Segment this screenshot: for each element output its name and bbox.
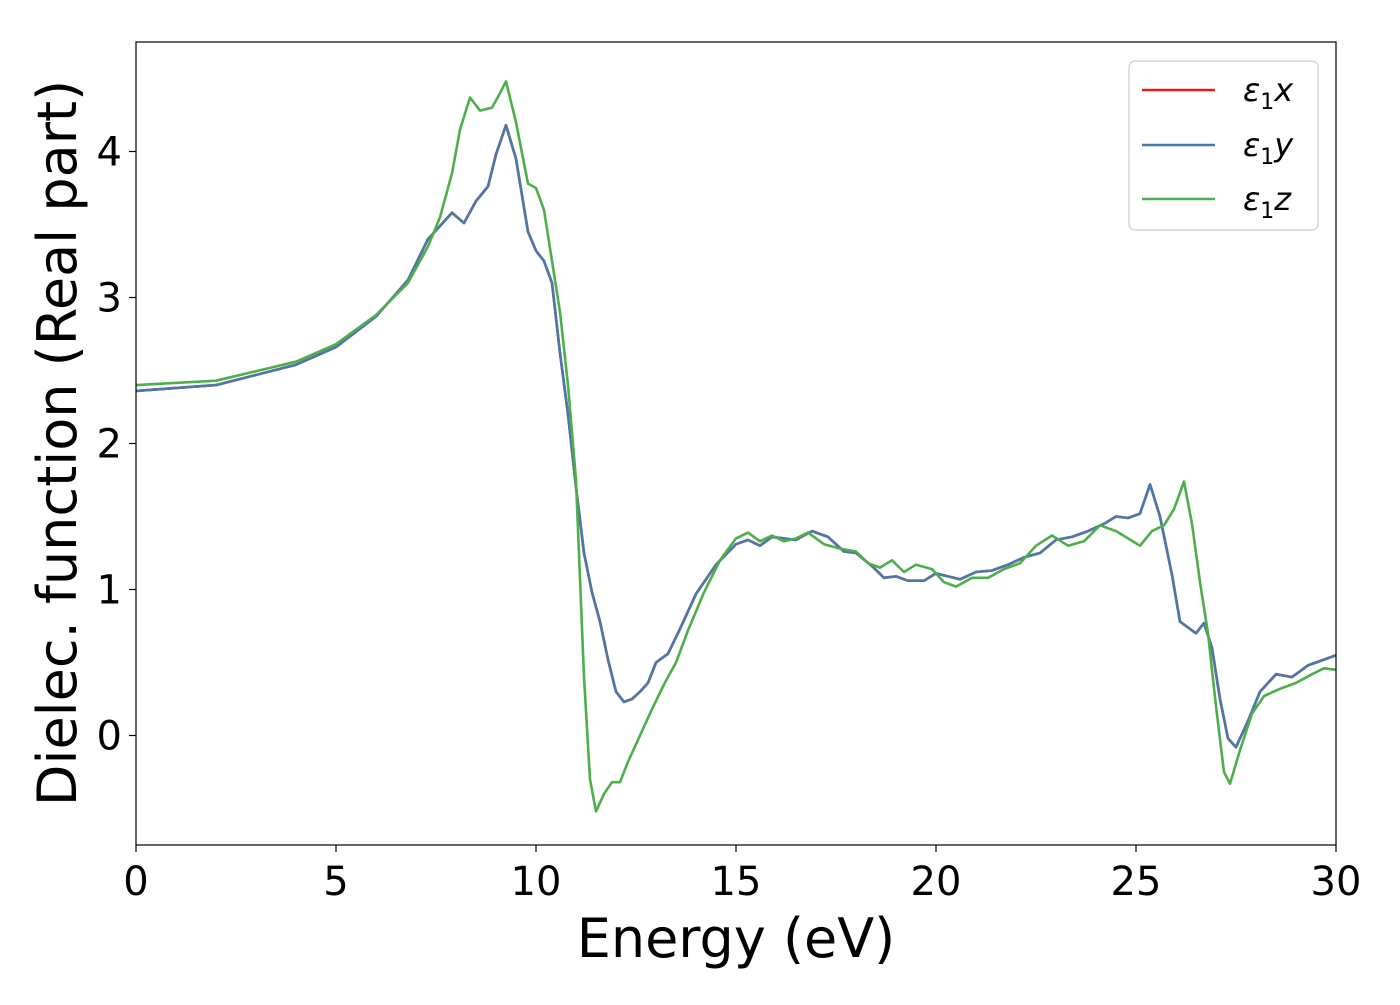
y-tick-label: 2 — [97, 422, 122, 468]
y-tick-label: 1 — [97, 568, 122, 614]
legend-label-x: ε1x — [1243, 71, 1294, 115]
series-layer — [136, 80, 1336, 813]
x-tick-label: 5 — [323, 859, 348, 905]
y-tick-label: 0 — [97, 714, 122, 760]
x-tick-label: 0 — [123, 859, 148, 905]
x-tick-label: 20 — [911, 859, 962, 905]
x-tick-label: 10 — [511, 859, 562, 905]
x-axis-title: Energy (eV) — [577, 907, 896, 970]
legend-label-z: ε1z — [1243, 180, 1292, 224]
x-tick-label: 30 — [1311, 859, 1362, 905]
legend: ε1x ε1y ε1z — [1128, 60, 1319, 231]
x-axis: 0 5 10 15 20 25 30 — [123, 845, 1361, 905]
x-tick-label: 25 — [1111, 859, 1162, 905]
x-tick-label: 15 — [711, 859, 762, 905]
y-axis: 0 1 2 3 4 — [97, 130, 136, 760]
y-axis-title: Dielec. function (Real part) — [26, 80, 89, 806]
series-line-z — [136, 80, 1336, 813]
legend-box — [1128, 60, 1319, 231]
y-tick-label: 3 — [97, 276, 122, 322]
legend-label-y: ε1y — [1243, 126, 1294, 170]
y-tick-label: 4 — [97, 130, 122, 176]
